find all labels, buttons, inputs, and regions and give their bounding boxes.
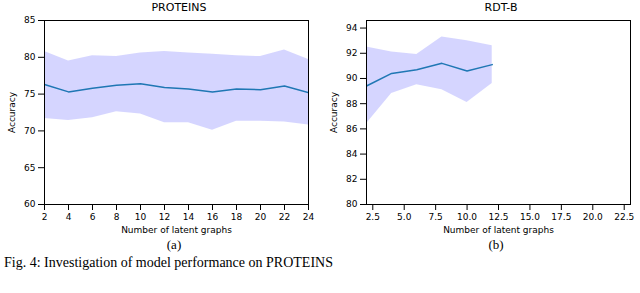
svg-text:22.5: 22.5 bbox=[614, 212, 634, 222]
svg-text:5.0: 5.0 bbox=[397, 212, 412, 222]
svg-text:20: 20 bbox=[255, 212, 267, 222]
html-text:PROTEINS: PROTEINS bbox=[151, 1, 207, 14]
svg-text:16: 16 bbox=[207, 212, 219, 222]
svg-text:94: 94 bbox=[346, 23, 358, 33]
html-text:RDT-B: RDT-B bbox=[484, 1, 518, 14]
svg-text:8: 8 bbox=[114, 212, 120, 222]
svg-text:Accuracy: Accuracy bbox=[7, 91, 17, 133]
svg-text:90: 90 bbox=[346, 73, 358, 83]
svg-text:82: 82 bbox=[346, 174, 357, 184]
svg-text:22: 22 bbox=[279, 212, 290, 222]
svg-text:7.5: 7.5 bbox=[428, 212, 442, 222]
svg-text:6: 6 bbox=[90, 212, 96, 222]
svg-text:24: 24 bbox=[303, 212, 315, 222]
svg-text:86: 86 bbox=[346, 124, 358, 134]
svg-text:70: 70 bbox=[24, 126, 36, 136]
svg-text:18: 18 bbox=[231, 212, 243, 222]
svg-text:4: 4 bbox=[66, 212, 72, 222]
svg-text:Number of latent graphs: Number of latent graphs bbox=[121, 225, 232, 235]
svg-text:15.0: 15.0 bbox=[520, 212, 540, 222]
svg-text:12.5: 12.5 bbox=[488, 212, 508, 222]
svg-text:88: 88 bbox=[346, 99, 358, 109]
svg-text:65: 65 bbox=[24, 163, 35, 173]
html-text:Fig. 4: Investigation of model: Fig. 4: Investigation of model performan… bbox=[4, 255, 333, 270]
svg-text:14: 14 bbox=[183, 212, 195, 222]
svg-text:10.0: 10.0 bbox=[457, 212, 477, 222]
html-text:(a): (a) bbox=[166, 237, 182, 252]
svg-text:2: 2 bbox=[42, 212, 48, 222]
svg-text:2.5: 2.5 bbox=[366, 212, 380, 222]
svg-text:80: 80 bbox=[346, 199, 358, 209]
svg-text:Accuracy: Accuracy bbox=[329, 91, 339, 133]
svg-text:60: 60 bbox=[24, 199, 36, 209]
svg-text:80: 80 bbox=[24, 52, 36, 62]
svg-text:84: 84 bbox=[346, 149, 358, 159]
svg-text:92: 92 bbox=[346, 48, 357, 58]
svg-text:10: 10 bbox=[135, 212, 147, 222]
svg-text:17.5: 17.5 bbox=[551, 212, 571, 222]
svg-text:85: 85 bbox=[24, 15, 35, 25]
svg-text:20.0: 20.0 bbox=[583, 212, 603, 222]
svg-text:Number of latent graphs: Number of latent graphs bbox=[443, 225, 554, 235]
html-text:(b): (b) bbox=[488, 237, 504, 252]
svg-text:75: 75 bbox=[24, 89, 35, 99]
svg-text:12: 12 bbox=[159, 212, 170, 222]
